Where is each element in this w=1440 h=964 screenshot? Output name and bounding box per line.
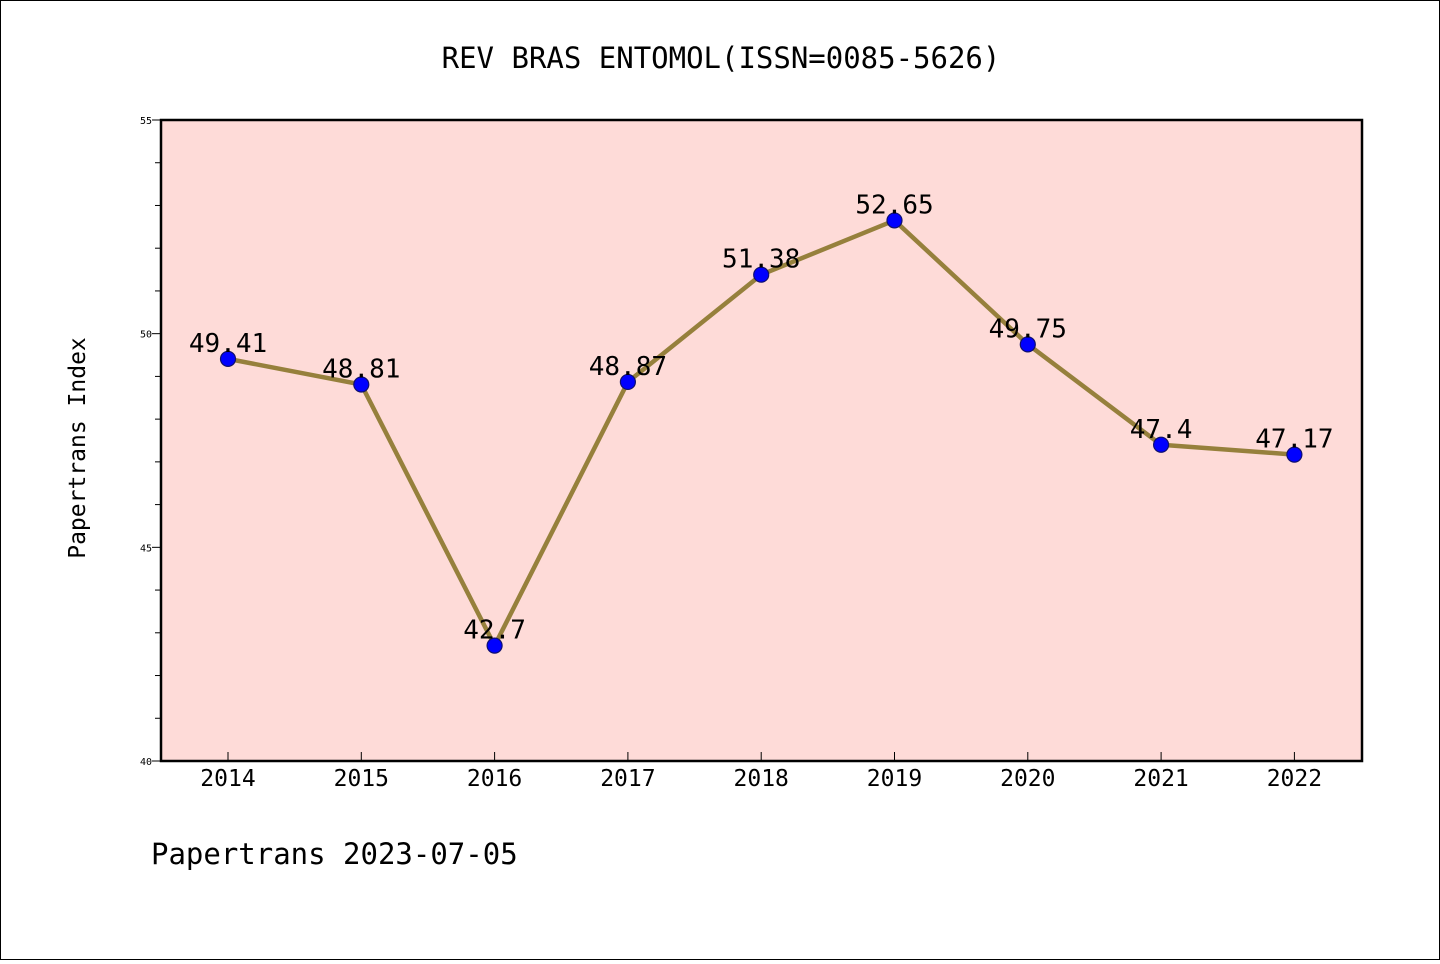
y-tick-label: 40 — [140, 757, 152, 768]
x-tick-label: 2022 — [1267, 766, 1322, 792]
y-axis-label: Papertrans Index — [65, 337, 91, 559]
data-label: 49.41 — [189, 329, 267, 359]
footer-text: Papertrans 2023-07-05 — [151, 837, 518, 871]
x-tick-label: 2020 — [1000, 766, 1055, 792]
data-point — [1152, 436, 1170, 453]
data-label: 49.75 — [989, 314, 1067, 344]
data-point — [486, 637, 503, 654]
x-tick-label: 2015 — [334, 766, 389, 792]
x-tick-label: 2019 — [867, 766, 922, 792]
x-tick-label: 2016 — [467, 766, 522, 792]
data-label: 42.7 — [463, 616, 526, 646]
data-label: 52.65 — [855, 190, 933, 220]
x-tick-label: 2021 — [1133, 766, 1188, 792]
data-series: 49.41 48.81 42.7 48.87 51.38 52.65 49.75 47.4 47… — [189, 190, 1334, 654]
y-tick-label: 55 — [140, 116, 152, 127]
data-label: 48.81 — [322, 355, 400, 385]
y-axis: 40 45 50 55 — [140, 116, 161, 768]
data-point — [1286, 446, 1303, 463]
y-tick-label: 45 — [140, 543, 152, 554]
data-label: 47.17 — [1255, 425, 1333, 455]
data-point — [753, 266, 770, 283]
chart-title: REV BRAS ENTOMOL(ISSN=0085-5626) — [442, 41, 1001, 75]
x-axis: 2014 2015 2016 2017 2018 2019 2020 2021 2022 — [200, 752, 1322, 792]
data-point — [1019, 336, 1036, 353]
data-point — [886, 212, 903, 229]
data-label: 47.4 — [1130, 415, 1193, 445]
data-label: 51.38 — [722, 245, 800, 275]
data-label: 48.87 — [589, 352, 667, 382]
x-tick-label: 2014 — [200, 766, 255, 792]
data-point — [353, 376, 370, 393]
data-point — [219, 350, 237, 367]
data-point — [619, 373, 637, 391]
x-tick-label: 2018 — [734, 766, 789, 792]
y-tick-label: 50 — [140, 330, 152, 341]
x-tick-label: 2017 — [600, 766, 655, 792]
